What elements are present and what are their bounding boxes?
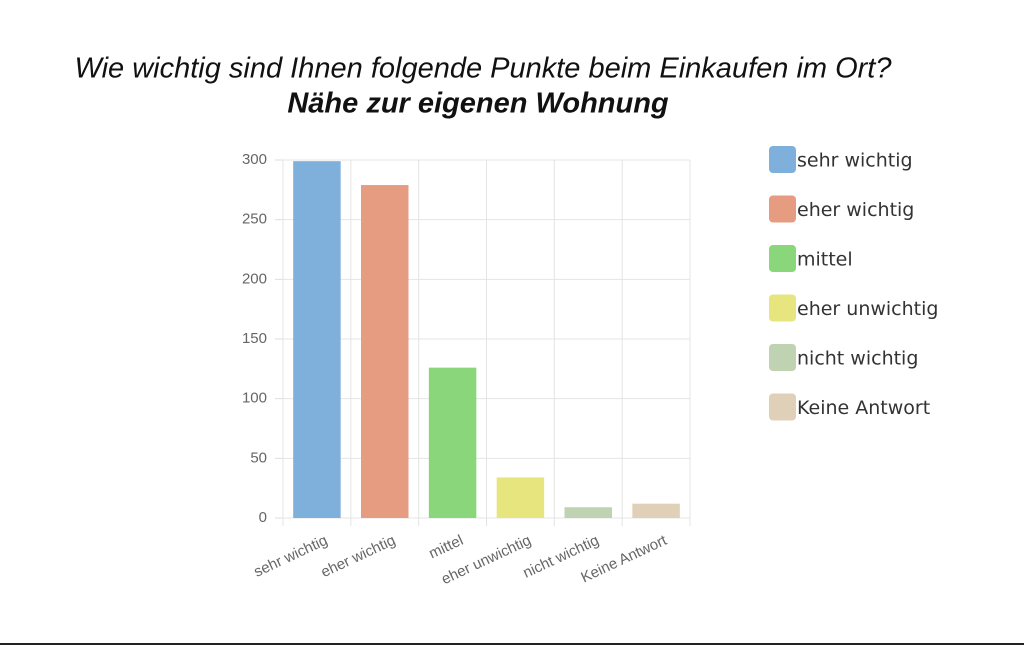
legend-label: mittel — [797, 249, 853, 271]
legend-label: nicht wichtig — [797, 348, 918, 370]
legend-label: eher unwichtig — [797, 298, 938, 320]
bar — [632, 503, 680, 518]
legend-swatch — [769, 344, 796, 371]
legend-swatch — [769, 294, 796, 322]
legend-label: Keine Antwort — [797, 397, 930, 419]
y-tick-label: 100 — [242, 390, 267, 407]
bar — [293, 161, 341, 518]
chart-title: Wie wichtig sind Ihnen folgende Punkte b… — [74, 53, 892, 85]
legend-swatch — [769, 245, 796, 272]
bar — [564, 507, 612, 518]
legend-swatch — [769, 195, 796, 223]
y-tick-label: 150 — [242, 330, 267, 347]
y-tick-label: 250 — [242, 211, 267, 228]
y-tick-label: 200 — [242, 270, 267, 287]
chart-subtitle: Nähe zur eigenen Wohnung — [287, 88, 669, 120]
bar — [428, 367, 477, 518]
legend-swatch — [769, 393, 796, 421]
bar — [361, 185, 409, 518]
legend-swatch — [769, 146, 796, 173]
legend-label: eher wichtig — [797, 199, 914, 221]
y-tick-label: 300 — [242, 151, 267, 168]
bar — [496, 477, 545, 518]
y-tick-label: 50 — [250, 449, 267, 466]
y-tick-label: 0 — [259, 509, 267, 526]
legend-label: sehr wichtig — [797, 150, 913, 172]
